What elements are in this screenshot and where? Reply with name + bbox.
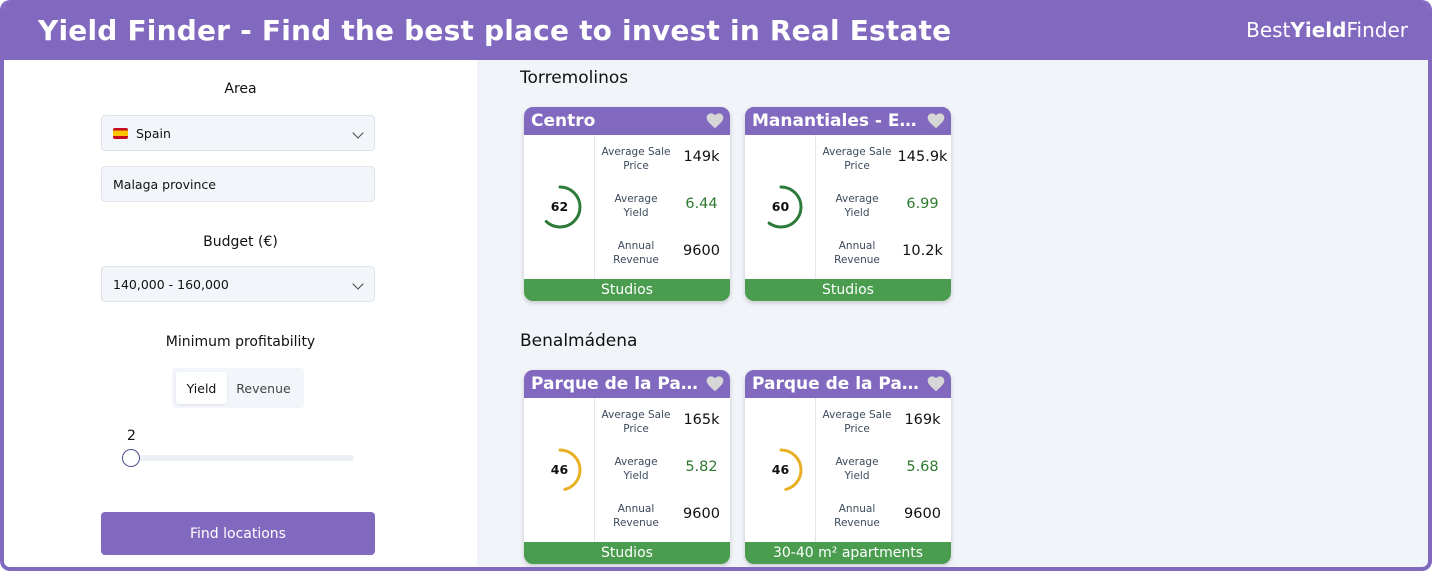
- card-title: Centro: [531, 111, 596, 131]
- revenue-label: Annual Revenue: [613, 240, 659, 266]
- card-title: Parque de la Pal...: [531, 374, 699, 394]
- app-header: Yield Finder - Find the best place to in…: [4, 0, 1428, 60]
- heart-icon[interactable]: [927, 376, 945, 392]
- heart-icon[interactable]: [706, 376, 724, 392]
- revenue-value: 10.2k: [902, 243, 943, 259]
- revenue-stat: Annual Revenue 9600: [595, 229, 730, 277]
- price-stat: Average Sale Price 169k: [816, 398, 951, 446]
- filters-sidebar: Area Spain Malaga province Budget (€) 14…: [4, 60, 477, 567]
- yield-value: 6.44: [685, 196, 718, 212]
- price-value: 145.9k: [897, 149, 948, 165]
- heart-icon[interactable]: [706, 113, 724, 129]
- price-value: 169k: [904, 412, 941, 428]
- toggle-yield[interactable]: Yield: [176, 372, 227, 404]
- budget-label: Budget (€): [203, 234, 278, 250]
- location-card[interactable]: Parque de la Pal... 46 Average Sale Price…: [745, 370, 951, 564]
- yield-label: Average Yield: [614, 193, 658, 219]
- score-gauge: 62: [524, 135, 595, 279]
- profitability-toggle: Yield Revenue: [172, 368, 304, 408]
- price-stat: Average Sale Price 149k: [595, 135, 730, 183]
- revenue-stat: Annual Revenue 10.2k: [816, 229, 951, 277]
- card-title: Manantiales - Es...: [752, 111, 920, 131]
- yield-label: Average Yield: [835, 456, 879, 482]
- score-value: 60: [771, 199, 790, 214]
- card-body: 60 Average Sale Price 145.9k Average Yield…: [745, 135, 951, 279]
- price-value: 165k: [683, 412, 720, 428]
- card-title: Parque de la Pal...: [752, 374, 920, 394]
- revenue-stat: Annual Revenue 9600: [595, 492, 730, 540]
- budget-select[interactable]: 140,000 - 160,000: [101, 266, 375, 302]
- yield-stat: Average Yield 6.99: [816, 182, 951, 230]
- score-gauge: 46: [745, 398, 816, 542]
- score-ring: [759, 448, 803, 492]
- chevron-down-icon: [352, 278, 364, 290]
- price-label: Average Sale Price: [601, 409, 671, 435]
- results-panel: Torremolinos Centro 62 Average Sale Price…: [477, 60, 1428, 567]
- location-group-title: Torremolinos: [520, 68, 629, 88]
- property-type-badge: Studios: [524, 542, 730, 564]
- score-value: 46: [771, 462, 790, 477]
- card-header: Parque de la Pal...: [745, 370, 951, 398]
- province-value: Malaga province: [113, 176, 216, 192]
- card-header: Manantiales - Es...: [745, 107, 951, 135]
- price-stat: Average Sale Price 165k: [595, 398, 730, 446]
- yield-stat: Average Yield 6.44: [595, 182, 730, 230]
- revenue-stat: Annual Revenue 9600: [816, 492, 951, 540]
- revenue-value: 9600: [683, 506, 720, 522]
- price-label: Average Sale Price: [601, 146, 671, 172]
- yield-stat: Average Yield 5.82: [595, 445, 730, 493]
- yield-label: Average Yield: [835, 193, 879, 219]
- revenue-value: 9600: [904, 506, 941, 522]
- price-value: 149k: [683, 149, 720, 165]
- property-type-badge: Studios: [524, 279, 730, 301]
- property-type-badge: Studios: [745, 279, 951, 301]
- revenue-value: 9600: [683, 243, 720, 259]
- card-body: 46 Average Sale Price 169k Average Yield 5…: [745, 398, 951, 542]
- score-ring: [759, 185, 803, 229]
- location-card[interactable]: Parque de la Pal... 46 Average Sale Price…: [524, 370, 730, 564]
- location-card[interactable]: Centro 62 Average Sale Price 149k Aver: [524, 107, 730, 301]
- revenue-label: Annual Revenue: [834, 503, 880, 529]
- yield-value: 5.68: [906, 459, 939, 475]
- price-label: Average Sale Price: [822, 146, 892, 172]
- yield-stat: Average Yield 5.68: [816, 445, 951, 493]
- profitability-slider[interactable]: [122, 455, 354, 461]
- score-ring: [538, 448, 582, 492]
- slider-handle[interactable]: [122, 449, 140, 467]
- card-body: 62 Average Sale Price 149k Average Yield 6…: [524, 135, 730, 279]
- card-body: 46 Average Sale Price 165k Average Yield 5…: [524, 398, 730, 542]
- country-value: Spain: [136, 125, 171, 141]
- yield-label: Average Yield: [614, 456, 658, 482]
- find-locations-button[interactable]: Find locations: [101, 512, 375, 555]
- province-input[interactable]: Malaga province: [101, 166, 375, 202]
- score-gauge: 46: [524, 398, 595, 542]
- score-value: 62: [550, 199, 569, 214]
- price-label: Average Sale Price: [822, 409, 892, 435]
- page-title: Yield Finder - Find the best place to in…: [38, 13, 952, 47]
- revenue-label: Annual Revenue: [834, 240, 880, 266]
- location-group-title: Benalmádena: [520, 331, 638, 351]
- toggle-revenue[interactable]: Revenue: [236, 380, 291, 396]
- location-card[interactable]: Manantiales - Es... 60 Average Sale Price…: [745, 107, 951, 301]
- card-header: Parque de la Pal...: [524, 370, 730, 398]
- yield-value: 5.82: [685, 459, 718, 475]
- score-gauge: 60: [745, 135, 816, 279]
- yield-value: 6.99: [906, 196, 939, 212]
- price-stat: Average Sale Price 145.9k: [816, 135, 951, 183]
- score-ring: [538, 185, 582, 229]
- revenue-label: Annual Revenue: [613, 503, 659, 529]
- property-type-badge: 30-40 m² apartments: [745, 542, 951, 564]
- profitability-label: Minimum profitability: [165, 334, 316, 350]
- brand-logo[interactable]: BestYieldFinder: [1246, 18, 1408, 42]
- card-header: Centro: [524, 107, 730, 135]
- area-label: Area: [224, 81, 257, 97]
- slider-value: 2: [127, 428, 136, 444]
- spain-flag-icon: [113, 127, 128, 139]
- heart-icon[interactable]: [927, 113, 945, 129]
- chevron-down-icon: [352, 127, 364, 139]
- country-select[interactable]: Spain: [101, 115, 375, 151]
- score-value: 46: [550, 462, 569, 477]
- budget-value: 140,000 - 160,000: [113, 276, 229, 292]
